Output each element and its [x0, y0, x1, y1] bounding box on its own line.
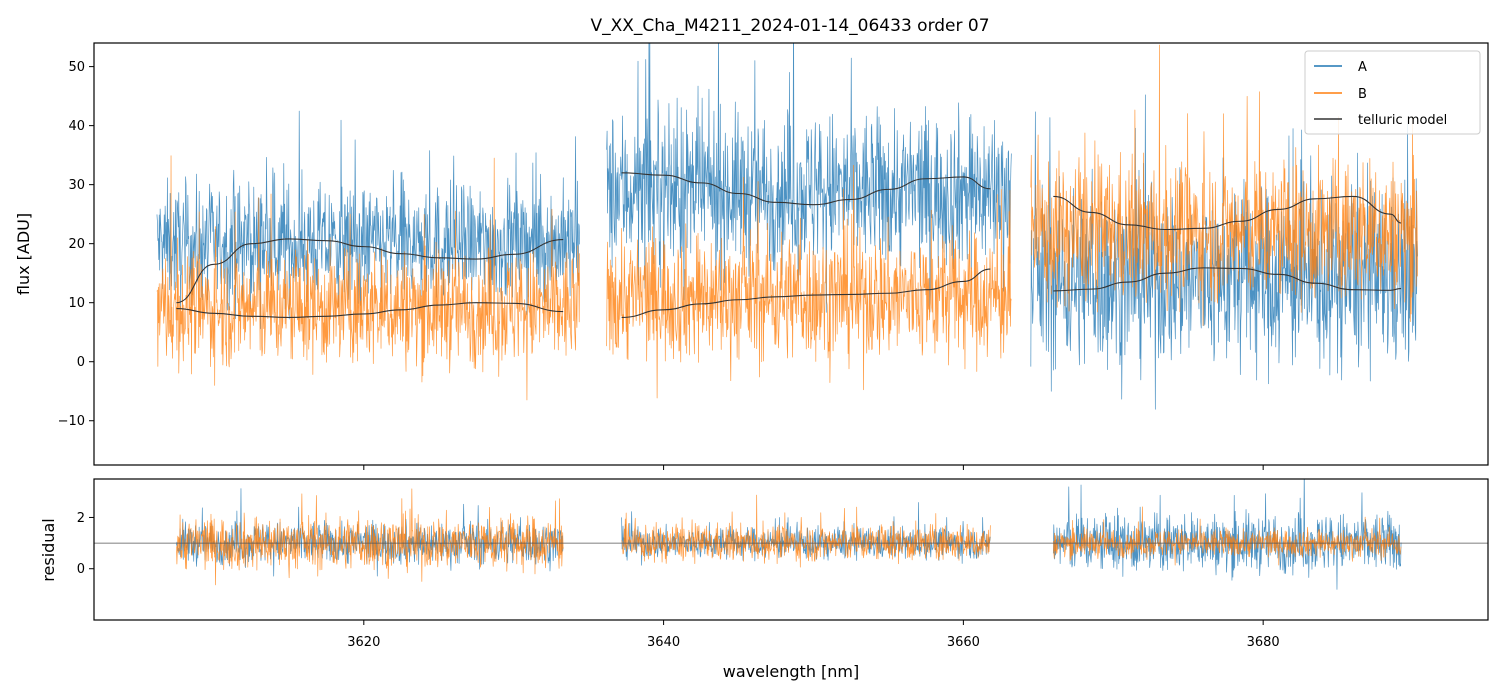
telluric-model-curve-4	[621, 268, 991, 318]
x-axis-label: wavelength [nm]	[723, 662, 860, 681]
x-tick-label: 3640	[647, 635, 680, 650]
residual-series-a-segment-3	[1052, 479, 1402, 590]
telluric-model-curve-6	[1053, 267, 1402, 292]
telluric-model-curve-1	[176, 238, 564, 304]
residual-series-a-segment-1	[176, 488, 564, 577]
residual-series-b-segment-3	[1052, 506, 1402, 566]
x-tick-label: 3680	[1247, 635, 1280, 650]
residual-y-tick-label: 2	[77, 511, 85, 526]
flux-panel-series	[156, 43, 1418, 410]
x-tick-label: 3660	[947, 635, 980, 650]
x-tick-label: 3620	[347, 635, 380, 650]
residual-panel-frame	[93, 478, 1489, 621]
telluric-model-curve-2	[176, 302, 564, 318]
residual-y-axis-label: residual	[39, 518, 58, 581]
legend-label-b: B	[1358, 87, 1367, 102]
telluric-model-curve-3	[621, 172, 991, 206]
residual-y-axis: 02	[77, 511, 94, 577]
flux-y-tick-label: 20	[68, 237, 85, 252]
chart-title: V_XX_Cha_M4211_2024-01-14_06433 order 07	[590, 16, 989, 36]
legend: A B telluric model	[1304, 50, 1481, 135]
flux-y-axis-label: flux [ADU]	[14, 213, 33, 295]
flux-y-tick-label: 40	[68, 119, 85, 134]
flux-y-tick-label: 10	[68, 296, 85, 311]
flux-series-b-segment-2	[606, 164, 1012, 399]
telluric-model-curve-5	[1053, 195, 1402, 231]
residual-series-b-segment-1	[176, 488, 564, 586]
legend-box	[1304, 50, 1481, 135]
legend-label-a: A	[1358, 60, 1367, 75]
flux-y-axis: −10 0 10 20 30 40 50	[58, 60, 94, 429]
flux-y-tick-label: 0	[77, 355, 85, 370]
x-axis: 3620 3640 3660 3680	[347, 465, 1280, 650]
flux-panel-frame	[93, 42, 1489, 466]
flux-y-tick-label: 50	[68, 60, 85, 75]
flux-series-b-segment-1	[156, 155, 580, 401]
flux-series-a-segment-1	[156, 110, 580, 329]
flux-series-b-segment-3	[1030, 44, 1418, 327]
residual-series-b-segment-2	[621, 494, 991, 568]
flux-y-tick-label: −10	[58, 414, 85, 429]
legend-label-model: telluric model	[1358, 113, 1447, 128]
flux-y-tick-label: 30	[68, 178, 85, 193]
residual-y-tick-label: 0	[77, 562, 85, 577]
residual-panel-series	[94, 479, 1488, 590]
flux-series-a-segment-2	[606, 43, 1012, 313]
